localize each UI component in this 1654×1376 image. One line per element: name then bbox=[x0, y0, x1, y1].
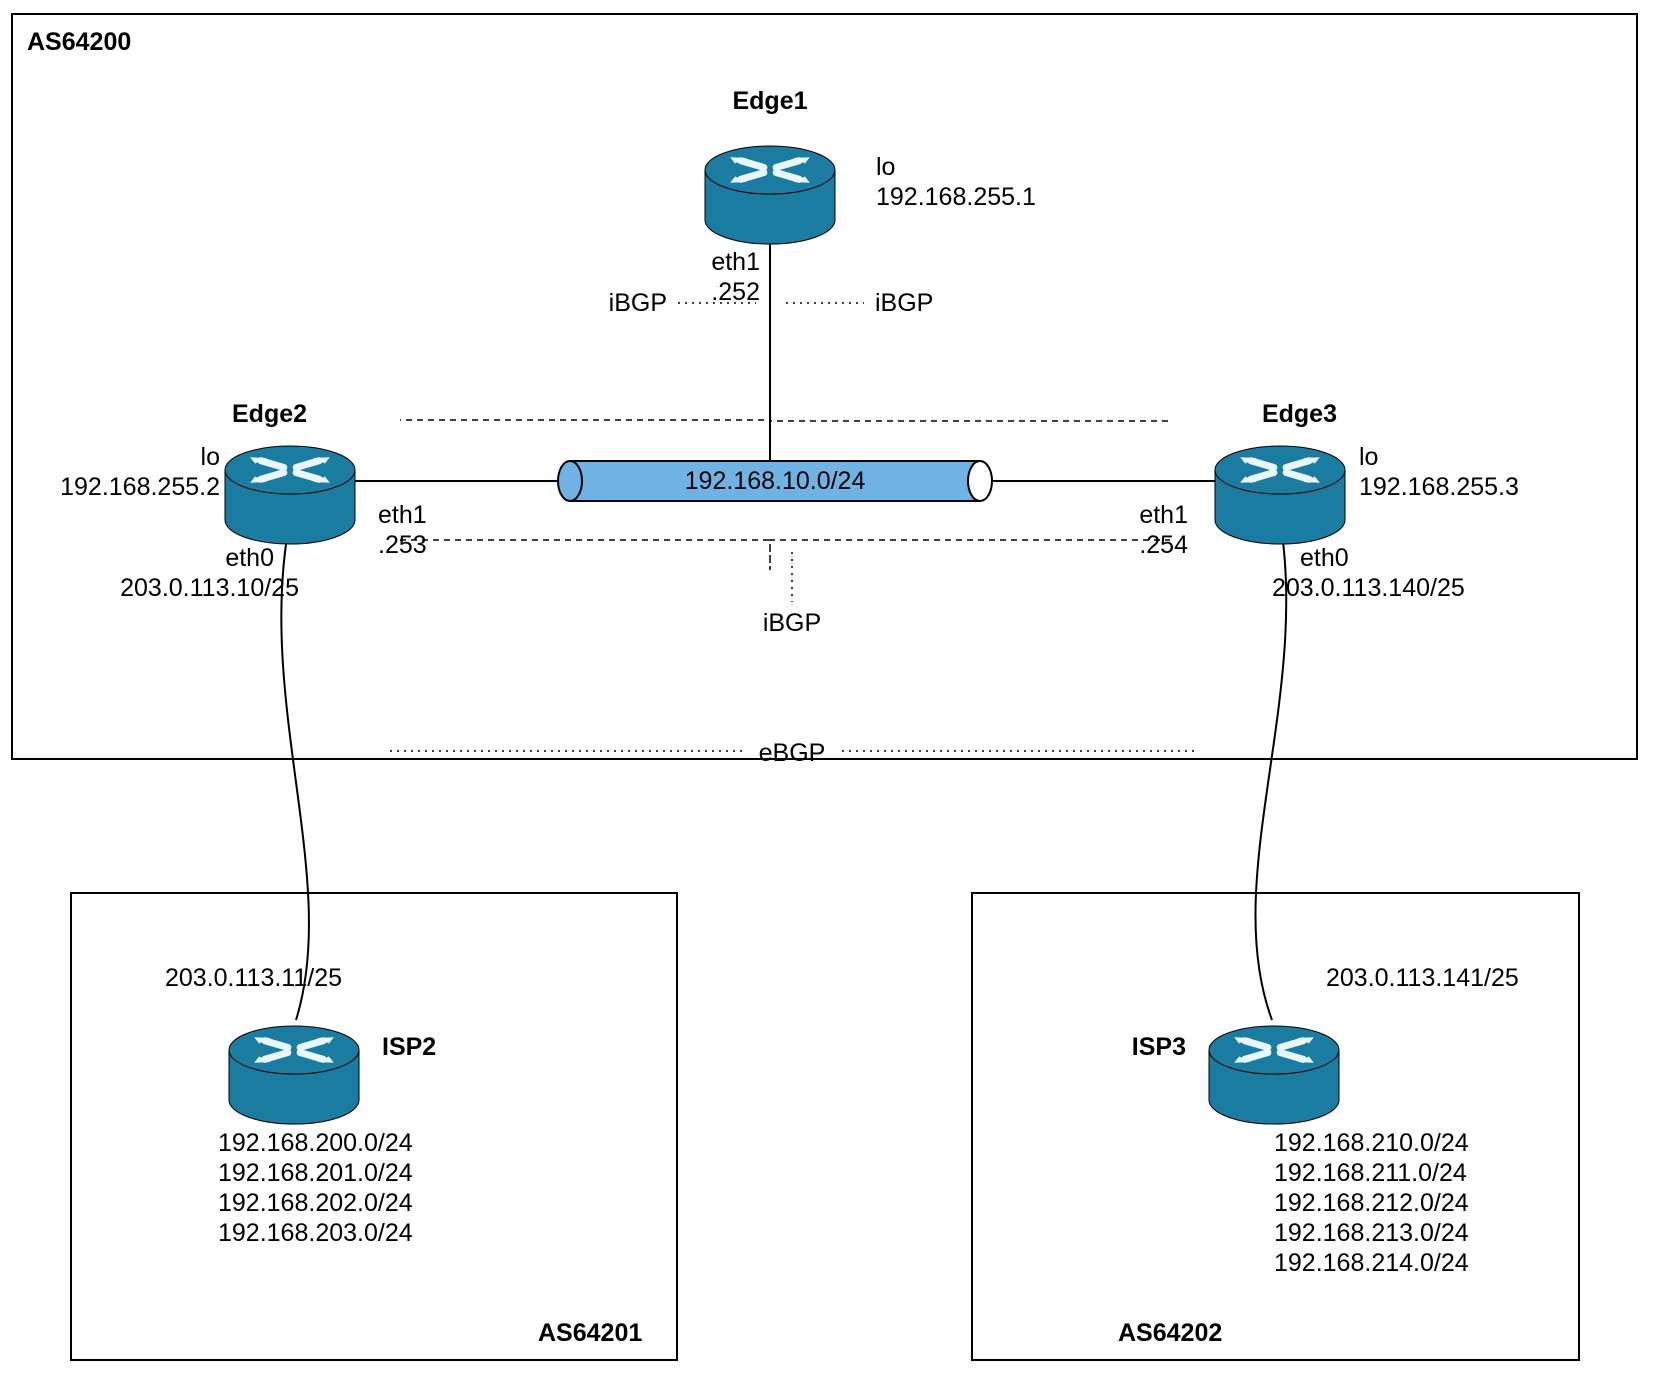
isp3-net-0: 192.168.210.0/24 bbox=[1274, 1128, 1469, 1158]
isp3-net-3: 192.168.213.0/24 bbox=[1274, 1218, 1469, 1248]
isp3-wan-ip: 203.0.113.141/25 bbox=[1326, 963, 1519, 993]
edge3-eth0-ip: 203.0.113.140/25 bbox=[1272, 573, 1465, 603]
isp2-name: ISP2 bbox=[382, 1032, 436, 1062]
network-diagram: AS64200 AS64201 AS64202 Edge1 Edge2 Edge… bbox=[0, 0, 1654, 1376]
isp3-name: ISP3 bbox=[1132, 1032, 1186, 1062]
edge2-eth1-label: eth1 bbox=[378, 500, 427, 530]
bus-subnet: 192.168.10.0/24 bbox=[685, 466, 866, 496]
edge1-eth1-ip: .252 bbox=[711, 277, 760, 307]
edge1-name: Edge1 bbox=[732, 86, 807, 116]
isp2-net-0: 192.168.200.0/24 bbox=[218, 1128, 413, 1158]
isp3-net-2: 192.168.212.0/24 bbox=[1274, 1188, 1469, 1218]
as-main-label: AS64200 bbox=[27, 27, 131, 57]
edge2-eth0-ip: 203.0.113.10/25 bbox=[120, 573, 299, 603]
ibgp-right-label: iBGP bbox=[875, 288, 933, 318]
as-left-label: AS64201 bbox=[538, 1318, 642, 1348]
isp2-wan-ip: 203.0.113.11/25 bbox=[165, 963, 342, 993]
isp3-net-1: 192.168.211.0/24 bbox=[1274, 1158, 1467, 1188]
as-right-label: AS64202 bbox=[1118, 1318, 1222, 1348]
isp2-net-1: 192.168.201.0/24 bbox=[218, 1158, 413, 1188]
ibgp-left-label: iBGP bbox=[609, 288, 667, 318]
edge3-lo-label: lo bbox=[1359, 442, 1378, 472]
edge3-eth0-label: eth0 bbox=[1300, 543, 1349, 573]
edge1-eth1-label: eth1 bbox=[711, 247, 760, 277]
edge2-eth1-ip: .253 bbox=[378, 530, 427, 560]
edge3-eth1-ip: .254 bbox=[1139, 530, 1188, 560]
isp3-net-4: 192.168.214.0/24 bbox=[1274, 1248, 1469, 1278]
isp2-net-3: 192.168.203.0/24 bbox=[218, 1218, 413, 1248]
edge3-lo-ip: 192.168.255.3 bbox=[1359, 472, 1519, 502]
isp2-net-2: 192.168.202.0/24 bbox=[218, 1188, 413, 1218]
edge1-lo-label: lo bbox=[876, 152, 895, 182]
edge2-lo-ip: 192.168.255.2 bbox=[60, 472, 220, 502]
edge2-name: Edge2 bbox=[232, 399, 307, 429]
edge1-lo-ip: 192.168.255.1 bbox=[876, 182, 1036, 212]
ebgp-label: eBGP bbox=[759, 738, 826, 768]
edge2-lo-label: lo bbox=[201, 442, 220, 472]
edge3-eth1-label: eth1 bbox=[1139, 500, 1188, 530]
edge3-name: Edge3 bbox=[1262, 399, 1337, 429]
edge2-eth0-label: eth0 bbox=[225, 543, 274, 573]
ibgp-bottom-label: iBGP bbox=[763, 608, 821, 638]
